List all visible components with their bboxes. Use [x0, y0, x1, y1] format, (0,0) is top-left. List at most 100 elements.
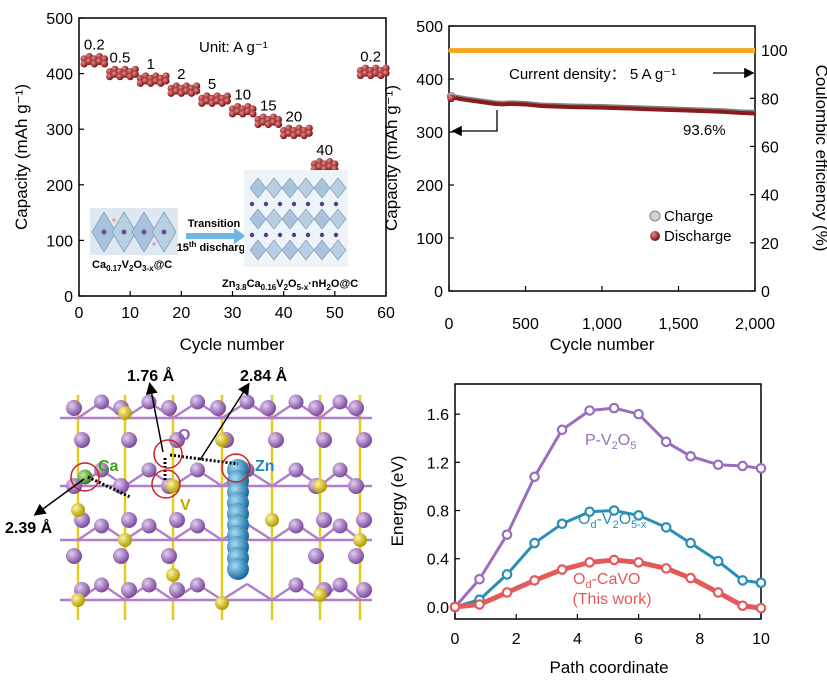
- energy-x-tick-label: 4: [573, 631, 582, 648]
- energy-point-od-cavo: [633, 557, 644, 568]
- rate-y-tick-label: 0: [64, 289, 73, 306]
- rate-x-tick-label: 60: [377, 305, 395, 322]
- energy-barrier-chart: 0 2 4 6 8 100.00.40.81.21.6 P-V2O5 Od-V2O5-x …: [388, 383, 770, 677]
- cycling-x-label: Cycle number: [550, 335, 655, 354]
- rate-x-tick-label: 20: [172, 305, 190, 322]
- legend-charge: Charge: [664, 208, 713, 225]
- transition-label: Transition: [188, 218, 241, 230]
- cycling-legend: Charge Discharge: [649, 208, 732, 245]
- energy-y-tick-label: 0.8: [427, 504, 449, 521]
- rate-marker-discharge: [193, 87, 201, 95]
- cycling-y2-label: Coulombic efficiency (%): [812, 65, 827, 252]
- energy-point-p-v2o5: [501, 529, 513, 540]
- series-label-od-v2o5: Od-V2O5-x: [578, 511, 647, 531]
- retention-label: 93.6%: [683, 122, 726, 139]
- energy-point-od-cavo: [737, 600, 748, 612]
- zinc-atom: [227, 558, 249, 580]
- rate-marker-discharge: [249, 110, 257, 118]
- legend-discharge-marker: [650, 231, 660, 241]
- rate-marker-charge: [305, 124, 313, 132]
- energy-point-p-v2o5: [712, 459, 724, 471]
- unit-note: Unit: A g⁻¹: [199, 39, 268, 56]
- rate-marker-charge: [382, 64, 390, 72]
- energy-point-od-cavo: [449, 601, 461, 613]
- energy-point-od-cavo: [660, 563, 672, 574]
- rate-marker-discharge: [274, 120, 283, 129]
- discharge-label: 15th discharge: [177, 240, 252, 254]
- energy-plot-frame: [454, 383, 762, 620]
- rate-marker-discharge: [223, 97, 231, 105]
- cycling-y2-tick-label: 100: [761, 43, 788, 60]
- legend-discharge: Discharge: [664, 228, 732, 245]
- cycling-y2-tick-label: 40: [761, 188, 779, 205]
- rate-x-tick-label: 10: [121, 305, 139, 322]
- rate-marker-discharge: [305, 129, 313, 137]
- rate-marker-charge: [193, 82, 201, 90]
- energy-point-od-cavo: [556, 564, 568, 575]
- energy-series: [449, 402, 767, 614]
- rate-y-tick-label: 100: [46, 233, 73, 250]
- rate-group-label: 40: [316, 142, 333, 159]
- energy-point-od-cavo: [685, 572, 696, 584]
- cycling-series: [446, 47, 756, 116]
- rate-marker-discharge: [162, 77, 170, 85]
- rate-marker-charge: [331, 160, 339, 168]
- rate-y-tick-label: 300: [46, 122, 73, 139]
- rate-group-label: 20: [286, 108, 303, 125]
- label-v: V: [180, 497, 191, 514]
- cycling-x-tick-label: 500: [512, 316, 539, 333]
- energy-point-p-v2o5: [685, 451, 696, 462]
- label-zn: Zn: [255, 458, 275, 475]
- rate-y-tick-label: 400: [46, 67, 73, 84]
- zinc-diffusion-path: [227, 459, 249, 580]
- arrow-2-39: [33, 478, 85, 516]
- energy-x-tick-label: 8: [695, 631, 704, 648]
- energy-point-p-v2o5: [584, 405, 595, 416]
- transition-arrow: [186, 228, 246, 244]
- energy-point-od-v2o5-x: [660, 522, 672, 533]
- energy-y-tick-label: 1.2: [427, 455, 449, 472]
- energy-point-p-v2o5: [660, 436, 672, 448]
- rate-axes: 0 10 20 30 40 50 60 0 100 200 300 400 500: [46, 11, 395, 322]
- cycling-y2-tick-label: 80: [761, 91, 779, 108]
- cycling-x-tick-label: 2,000: [735, 316, 775, 333]
- energy-point-od-v2o5-x: [737, 575, 748, 586]
- legend-charge-marker: [649, 210, 661, 222]
- energy-point-od-cavo: [755, 602, 767, 614]
- energy-point-p-v2o5: [633, 408, 644, 420]
- efficiency-series: [449, 48, 755, 54]
- energy-point-od-v2o5-x: [608, 505, 620, 516]
- rate-marker-charge: [100, 55, 109, 63]
- energy-y-tick-label: 1.6: [427, 407, 449, 424]
- capacity-axis-arrow: [451, 110, 498, 137]
- cycling-y-tick-label: 400: [416, 72, 443, 89]
- rate-x-tick-label: 0: [75, 305, 84, 322]
- energy-point-od-cavo: [501, 587, 513, 598]
- ca-highlight-circle: [70, 462, 100, 492]
- o-highlight-circle: [153, 439, 183, 469]
- left-structure-formula: Ca0.17V2O3-x@C: [92, 259, 172, 273]
- right-structure-image: [244, 170, 348, 267]
- rate-group-label: 15: [260, 97, 277, 114]
- rate-y-label: Capacity (mAh g⁻¹): [12, 84, 31, 230]
- rate-marker-charge: [162, 72, 170, 80]
- energy-point-p-v2o5: [556, 424, 568, 436]
- distance-1-76: 1.76 Å: [127, 366, 175, 385]
- current-density-note: Current density： 5 A g⁻¹: [509, 66, 676, 83]
- cycling-x-tick-label: 1,000: [582, 316, 622, 333]
- rate-marker-discharge: [100, 60, 109, 68]
- o-zn-dotted-bond: [169, 453, 239, 466]
- energy-x-tick-label: 6: [634, 631, 643, 648]
- rate-capability-chart: 0 10 20 30 40 50 60 0 100 200 300 400 500 0.2 0.5 1 2 5 1…: [12, 11, 395, 354]
- cycling-y2-tick-label: 0: [761, 284, 770, 301]
- energy-point-p-v2o5: [737, 460, 748, 472]
- energy-x-label: Path coordinate: [549, 658, 668, 677]
- rate-marker-discharge: [382, 69, 390, 77]
- this-work-note: (This work): [572, 591, 651, 608]
- energy-y-tick-label: 0.4: [427, 552, 449, 569]
- structure-inset: Ca0.17V2O3-x@C Transition 15th discharge…: [90, 170, 358, 292]
- series-label-p-v2o5: P-V2O5: [585, 432, 636, 452]
- energy-point-od-cavo: [584, 557, 595, 568]
- distance-2-84: 2.84 Å: [240, 366, 288, 385]
